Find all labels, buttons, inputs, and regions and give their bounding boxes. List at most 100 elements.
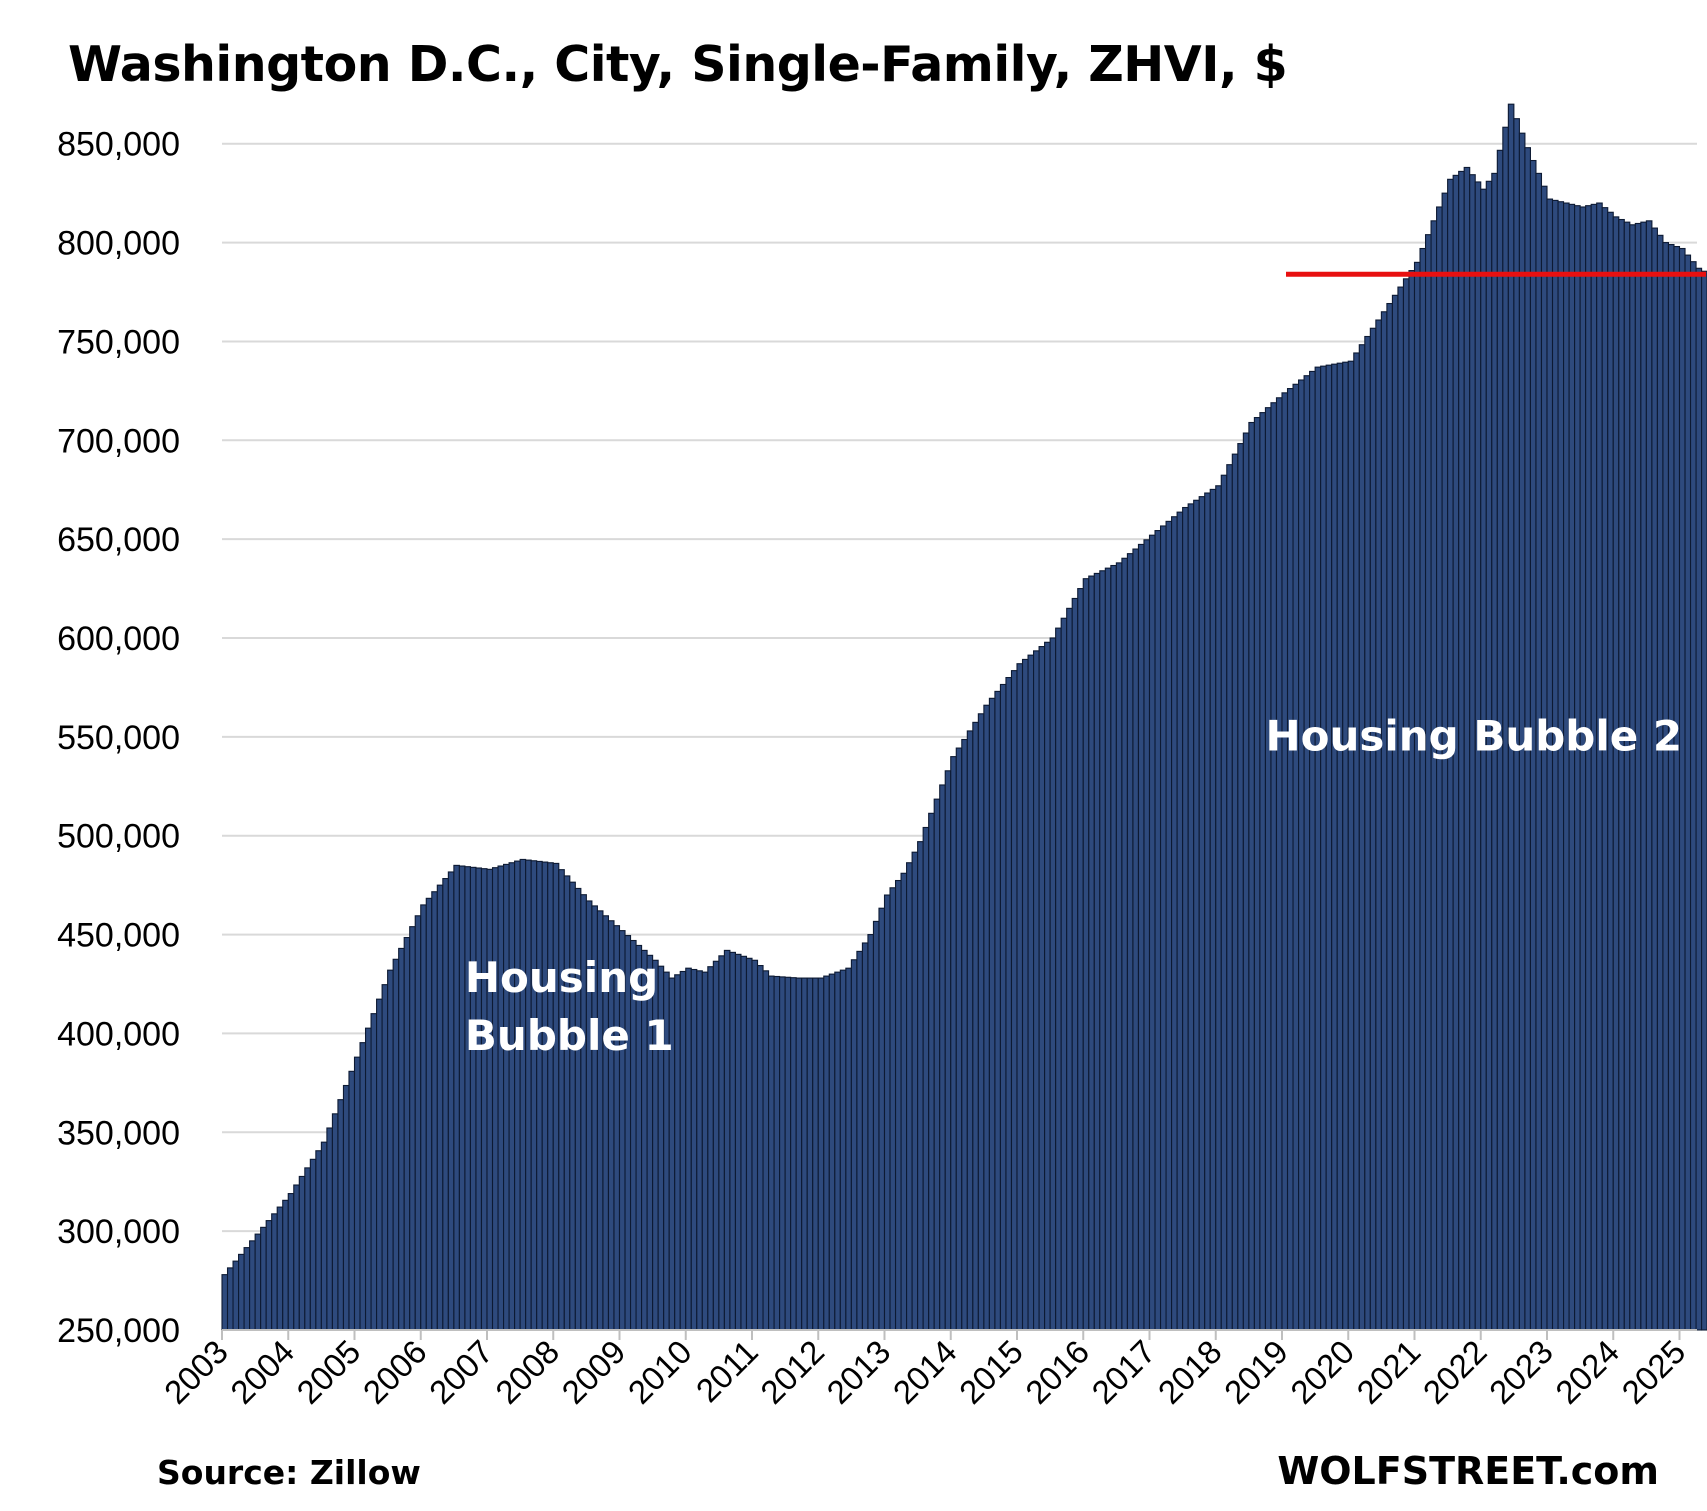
bar — [1441, 192, 1449, 1331]
bar — [1093, 572, 1101, 1331]
bar — [1132, 548, 1140, 1331]
bar — [861, 942, 869, 1331]
bar — [337, 1099, 345, 1331]
bar — [1176, 511, 1184, 1331]
bar — [1220, 474, 1228, 1331]
bar — [1226, 464, 1233, 1331]
bar — [1159, 525, 1167, 1331]
bar — [458, 865, 466, 1331]
bar — [304, 1167, 311, 1331]
bar — [1684, 254, 1692, 1331]
bar — [817, 977, 825, 1331]
bar — [1298, 379, 1305, 1331]
bar — [690, 968, 698, 1331]
bar — [1049, 637, 1057, 1331]
bar — [1645, 220, 1653, 1331]
bar — [442, 878, 449, 1331]
bar — [453, 864, 460, 1331]
bar — [497, 865, 505, 1331]
bar — [547, 862, 554, 1331]
bar — [558, 869, 565, 1331]
y-tick-label: 650,000 — [57, 521, 180, 559]
bar — [376, 998, 383, 1331]
bar — [1331, 363, 1338, 1331]
bar — [1303, 375, 1311, 1331]
bar — [1695, 267, 1703, 1331]
x-tick-label: 2009 — [554, 1333, 632, 1411]
bar — [1701, 270, 1707, 1331]
bar — [823, 975, 830, 1331]
bar — [464, 866, 471, 1331]
annotation-label: Housing Bubble 2 — [1265, 712, 1682, 761]
bar — [1209, 488, 1217, 1331]
bar — [867, 934, 875, 1331]
bar — [1353, 352, 1360, 1331]
bar — [1270, 402, 1278, 1331]
bar — [988, 697, 996, 1331]
bar — [226, 1267, 234, 1331]
y-tick-label: 600,000 — [57, 620, 180, 658]
bar — [1021, 658, 1029, 1331]
bar — [563, 875, 571, 1331]
x-tick-label: 2025 — [1614, 1333, 1692, 1411]
bar — [900, 872, 908, 1331]
bar — [894, 879, 902, 1331]
bar — [790, 977, 797, 1331]
bar — [972, 721, 979, 1331]
bar — [530, 860, 538, 1331]
y-tick-label: 250,000 — [57, 1312, 180, 1350]
bar — [1016, 663, 1024, 1331]
bar — [221, 1274, 229, 1331]
bar — [265, 1220, 273, 1331]
bar — [508, 862, 516, 1331]
bar — [729, 951, 736, 1331]
bar — [398, 947, 405, 1331]
bar — [1193, 499, 1200, 1331]
bar — [1077, 588, 1084, 1331]
bar — [320, 1141, 328, 1331]
bar — [1574, 205, 1581, 1331]
bar — [409, 926, 416, 1331]
bar — [1380, 311, 1388, 1331]
bar — [469, 866, 477, 1331]
bar — [238, 1253, 245, 1331]
bar — [707, 966, 714, 1331]
bar — [1044, 641, 1051, 1331]
bar — [359, 1042, 367, 1331]
bar — [1656, 234, 1664, 1331]
bar — [1347, 360, 1355, 1331]
bar — [779, 976, 786, 1331]
bar — [1314, 366, 1322, 1331]
bar — [878, 907, 886, 1331]
bar — [911, 851, 919, 1331]
bar — [1198, 496, 1206, 1331]
bar — [1237, 443, 1244, 1331]
bar — [1590, 203, 1598, 1331]
bar — [1137, 543, 1145, 1331]
bar — [812, 977, 819, 1331]
bar — [1182, 506, 1189, 1331]
bar — [1336, 362, 1344, 1331]
bar — [326, 1127, 333, 1331]
bar — [1005, 676, 1013, 1331]
bar — [1651, 227, 1658, 1331]
bar — [939, 784, 946, 1331]
bar — [541, 861, 549, 1331]
x-tick-label: 2008 — [488, 1333, 566, 1411]
bar — [243, 1247, 251, 1331]
bar — [718, 955, 725, 1331]
bar — [1408, 270, 1416, 1331]
y-tick-label: 700,000 — [57, 422, 180, 460]
bar — [1027, 654, 1035, 1331]
bar — [928, 812, 935, 1331]
bar — [834, 971, 841, 1331]
bar — [364, 1027, 372, 1331]
bar — [353, 1056, 361, 1331]
x-tick-label: 2016 — [1018, 1333, 1096, 1411]
bar — [249, 1240, 256, 1331]
y-tick-label: 750,000 — [57, 323, 180, 361]
bar — [486, 868, 494, 1331]
bar — [1662, 242, 1670, 1331]
bar — [1629, 224, 1636, 1331]
bar — [1115, 562, 1123, 1331]
